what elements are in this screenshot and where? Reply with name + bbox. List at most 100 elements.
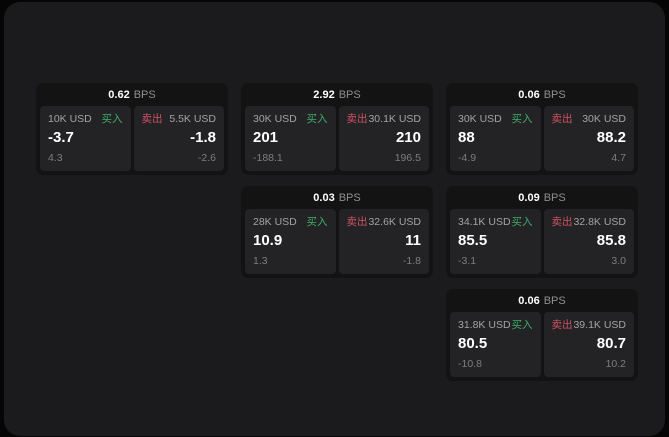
sell-side-label: 卖出 [551, 319, 573, 331]
spread-value: 0.03 [313, 191, 335, 204]
buy-panel-top-row: 34.1K USD 买入 [458, 216, 533, 229]
buy-side-label: 买入 [511, 113, 533, 125]
spread-header: 0.62 BPS [36, 83, 228, 106]
sell-delta: 196.5 [394, 152, 421, 165]
sell-notional: 30K USD [582, 113, 626, 125]
buy-price: 88 [458, 128, 475, 146]
sell-delta: 3.0 [611, 255, 626, 268]
spread-unit-label: BPS [338, 88, 361, 101]
buy-side-label: 买入 [306, 216, 328, 228]
buy-notional: 34.1K USD [458, 216, 511, 228]
sell-notional: 39.1K USD [573, 319, 626, 331]
quote-panels: 30K USD 买入 201 -188.1 卖出 30.1K USD 210 1… [245, 106, 429, 171]
quote-card: 2.92 BPS 30K USD 买入 201 -188.1 卖出 30.1K … [241, 83, 433, 175]
sell-quote-panel[interactable]: 卖出 5.5K USD -1.8 -2.6 [133, 106, 224, 171]
sell-panel-top-row: 卖出 30.1K USD [347, 113, 422, 126]
buy-delta: 1.3 [253, 255, 268, 268]
spread-header: 0.06 BPS [446, 289, 638, 312]
sell-quote-panel[interactable]: 卖出 30.1K USD 210 196.5 [338, 106, 429, 171]
buy-side-label: 买入 [101, 113, 123, 125]
sell-delta: -1.8 [402, 255, 421, 268]
spread-value: 0.06 [518, 294, 540, 307]
spread-unit-label: BPS [543, 294, 566, 307]
sell-delta: -2.6 [197, 152, 216, 165]
quote-panels: 10K USD 买入 -3.7 4.3 卖出 5.5K USD -1.8 -2.… [40, 106, 224, 171]
buy-delta: -10.8 [458, 358, 482, 371]
buy-delta: -3.1 [458, 255, 477, 268]
spread-value: 0.62 [108, 88, 130, 101]
spread-value: 0.06 [518, 88, 540, 101]
buy-quote-panel[interactable]: 30K USD 买入 201 -188.1 [245, 106, 336, 171]
buy-quote-panel[interactable]: 10K USD 买入 -3.7 4.3 [40, 106, 131, 171]
sell-price: -1.8 [190, 128, 216, 146]
sell-notional: 5.5K USD [169, 113, 216, 125]
sell-price: 85.8 [596, 231, 626, 249]
spread-value: 2.92 [313, 88, 335, 101]
buy-panel-top-row: 28K USD 买入 [253, 216, 328, 229]
buy-delta: -4.9 [458, 152, 477, 165]
sell-price: 88.2 [596, 128, 626, 146]
sell-panel-top-row: 卖出 39.1K USD [552, 319, 627, 332]
sell-quote-panel[interactable]: 卖出 32.8K USD 85.8 3.0 [543, 209, 634, 274]
buy-price: 85.5 [458, 231, 488, 249]
quote-card: 0.03 BPS 28K USD 买入 10.9 1.3 卖出 32.6K US… [241, 186, 433, 278]
spread-header: 0.09 BPS [446, 186, 638, 209]
buy-notional: 30K USD [458, 113, 502, 125]
sell-quote-panel[interactable]: 卖出 39.1K USD 80.7 10.2 [543, 312, 634, 377]
buy-panel-top-row: 31.8K USD 买入 [458, 319, 533, 332]
buy-notional: 31.8K USD [458, 319, 511, 331]
spread-unit-label: BPS [133, 88, 156, 101]
buy-side-label: 买入 [511, 216, 533, 228]
buy-side-label: 买入 [511, 319, 533, 331]
sell-delta: 4.7 [611, 152, 626, 165]
quote-panels: 30K USD 买入 88 -4.9 卖出 30K USD 88.2 4.7 [450, 106, 634, 171]
buy-quote-panel[interactable]: 30K USD 买入 88 -4.9 [450, 106, 541, 171]
buy-side-label: 买入 [306, 113, 328, 125]
buy-delta: 4.3 [48, 152, 63, 165]
buy-price: 201 [253, 128, 279, 146]
spread-header: 2.92 BPS [241, 83, 433, 106]
sell-side-label: 卖出 [551, 113, 573, 125]
buy-quote-panel[interactable]: 34.1K USD 买入 85.5 -3.1 [450, 209, 541, 274]
buy-notional: 10K USD [48, 113, 92, 125]
quote-panels: 34.1K USD 买入 85.5 -3.1 卖出 32.8K USD 85.8… [450, 209, 634, 274]
buy-notional: 30K USD [253, 113, 297, 125]
app-window: 0.62 BPS 10K USD 买入 -3.7 4.3 卖出 5.5K USD… [4, 2, 665, 436]
sell-notional: 32.6K USD [368, 216, 421, 228]
sell-panel-top-row: 卖出 32.8K USD [552, 216, 627, 229]
buy-quote-panel[interactable]: 28K USD 买入 10.9 1.3 [245, 209, 336, 274]
spread-unit-label: BPS [338, 191, 361, 204]
sell-delta: 10.2 [605, 358, 626, 371]
quote-panels: 28K USD 买入 10.9 1.3 卖出 32.6K USD 11 -1.8 [245, 209, 429, 274]
buy-notional: 28K USD [253, 216, 297, 228]
buy-price: -3.7 [48, 128, 74, 146]
buy-delta: -188.1 [253, 152, 283, 165]
buy-quote-panel[interactable]: 31.8K USD 买入 80.5 -10.8 [450, 312, 541, 377]
buy-price: 10.9 [253, 231, 283, 249]
buy-price: 80.5 [458, 334, 488, 352]
sell-panel-top-row: 卖出 32.6K USD [347, 216, 422, 229]
quote-card: 0.09 BPS 34.1K USD 买入 85.5 -3.1 卖出 32.8K… [446, 186, 638, 278]
buy-panel-top-row: 30K USD 买入 [253, 113, 328, 126]
quote-card: 0.62 BPS 10K USD 买入 -3.7 4.3 卖出 5.5K USD… [36, 83, 228, 175]
sell-price: 11 [405, 231, 421, 249]
spread-unit-label: BPS [543, 88, 566, 101]
sell-notional: 30.1K USD [368, 113, 421, 125]
buy-panel-top-row: 10K USD 买入 [48, 113, 123, 126]
sell-side-label: 卖出 [346, 113, 368, 125]
sell-panel-top-row: 卖出 30K USD [552, 113, 627, 126]
quote-panels: 31.8K USD 买入 80.5 -10.8 卖出 39.1K USD 80.… [450, 312, 634, 377]
quote-grid: 0.62 BPS 10K USD 买入 -3.7 4.3 卖出 5.5K USD… [36, 83, 638, 381]
sell-quote-panel[interactable]: 卖出 32.6K USD 11 -1.8 [338, 209, 429, 274]
spread-unit-label: BPS [543, 191, 566, 204]
quote-card: 0.06 BPS 31.8K USD 买入 80.5 -10.8 卖出 39.1… [446, 289, 638, 381]
spread-header: 0.03 BPS [241, 186, 433, 209]
sell-quote-panel[interactable]: 卖出 30K USD 88.2 4.7 [543, 106, 634, 171]
sell-side-label: 卖出 [551, 216, 573, 228]
spread-value: 0.09 [518, 191, 540, 204]
sell-side-label: 卖出 [346, 216, 368, 228]
quote-card: 0.06 BPS 30K USD 买入 88 -4.9 卖出 30K USD 8… [446, 83, 638, 175]
sell-price: 210 [395, 128, 421, 146]
sell-side-label: 卖出 [141, 113, 163, 125]
sell-notional: 32.8K USD [573, 216, 626, 228]
